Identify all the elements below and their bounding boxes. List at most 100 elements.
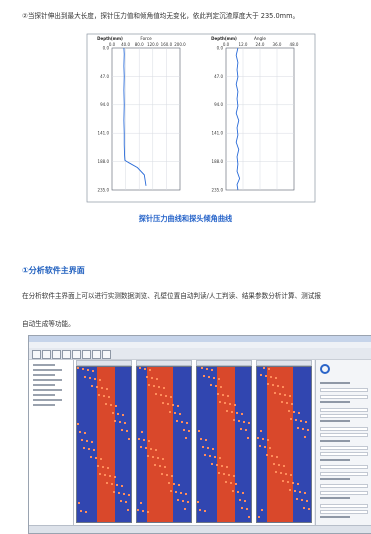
track-speckle — [212, 448, 214, 450]
track-speckle — [272, 384, 274, 386]
track-speckle — [204, 510, 206, 512]
track-speckle — [148, 440, 150, 442]
panel-label — [320, 516, 350, 519]
track-speckle — [241, 507, 243, 509]
track-speckle — [106, 388, 108, 390]
panel-field[interactable] — [320, 388, 368, 393]
track-speckle — [230, 482, 232, 484]
panel-field[interactable] — [320, 446, 368, 450]
track-speckle — [223, 473, 225, 475]
track-speckle — [106, 482, 108, 484]
track-speckle — [87, 369, 89, 371]
file-list-item[interactable] — [33, 394, 55, 396]
track-speckle — [209, 455, 211, 457]
track-speckle — [262, 438, 264, 440]
track-speckle — [260, 430, 262, 432]
track-speckle — [293, 411, 295, 413]
track-speckle — [98, 394, 100, 396]
toolbar-save-icon[interactable] — [42, 350, 51, 359]
track-speckle — [185, 493, 187, 495]
measurement-track[interactable] — [136, 360, 192, 523]
panel-field[interactable] — [320, 426, 368, 431]
toolbar-settings-icon[interactable] — [72, 350, 81, 359]
track-speckle — [275, 471, 277, 473]
track-speckle — [236, 412, 238, 414]
track-speckle — [168, 482, 170, 484]
figure-caption: 探针压力曲线和探头倾角曲线 — [138, 214, 233, 223]
track-speckle — [159, 465, 161, 467]
toolbar-report-icon[interactable] — [92, 350, 101, 359]
track-speckle — [207, 447, 209, 449]
panel-label — [320, 458, 350, 461]
body-paragraph-1: 在分析软件主界面上可以进行实测数据浏览、孔壁位置自动判读/人工判读、结果参数分析… — [22, 292, 321, 300]
panel-field[interactable] — [320, 490, 368, 495]
toolbar-zoom-icon[interactable] — [62, 350, 71, 359]
track-speckle — [234, 404, 236, 406]
file-list-item[interactable] — [33, 389, 62, 391]
track-speckle — [173, 483, 175, 485]
track-speckle — [94, 378, 96, 380]
panel-field[interactable] — [320, 414, 368, 418]
toolbar-analyze-icon[interactable] — [82, 350, 91, 359]
panel-field[interactable] — [320, 394, 368, 399]
body-paragraph-2: 自动生成等功能。 — [22, 320, 75, 328]
track-speckle — [82, 368, 84, 370]
panel-field[interactable] — [320, 503, 368, 508]
series-line — [235, 47, 241, 191]
x-tick-label: 200.0 — [174, 42, 186, 47]
track-speckle — [247, 437, 249, 439]
file-list-item[interactable] — [33, 404, 55, 406]
panel-field[interactable] — [320, 407, 368, 412]
toolbar-help-icon[interactable] — [102, 350, 111, 359]
track-speckle — [118, 492, 120, 494]
track-speckle — [269, 447, 271, 449]
track-speckle — [109, 475, 111, 477]
x-tick-label: 0.0 — [109, 42, 116, 47]
measurement-track[interactable] — [76, 360, 132, 523]
track-speckle — [99, 473, 101, 475]
track-speckle — [278, 464, 280, 466]
file-list-item[interactable] — [33, 379, 62, 381]
track-speckle — [203, 375, 205, 377]
track-speckle — [237, 491, 239, 493]
toolbar-open-icon[interactable] — [32, 350, 41, 359]
y-tick-label: 188.0 — [212, 159, 224, 164]
track-speckle — [296, 498, 298, 500]
panel-field[interactable] — [320, 465, 368, 470]
track-speckle — [232, 490, 234, 492]
track-speckle — [307, 429, 309, 431]
track-speckle — [85, 511, 87, 513]
measurement-track[interactable] — [256, 360, 312, 523]
track-speckle — [157, 457, 159, 459]
track-image — [256, 366, 312, 523]
track-speckle — [116, 484, 118, 486]
track-speckle — [141, 431, 143, 433]
toolbar-print-icon[interactable] — [52, 350, 61, 359]
track-speckle — [213, 377, 215, 379]
file-list-item[interactable] — [33, 384, 55, 386]
file-list-item[interactable] — [33, 364, 55, 366]
measurement-track[interactable] — [196, 360, 252, 523]
track-speckle — [218, 378, 220, 380]
track-speckle — [304, 492, 306, 494]
panel-field[interactable] — [320, 471, 368, 476]
track-speckle — [147, 511, 149, 513]
file-list-item[interactable] — [33, 374, 55, 376]
panel-field[interactable] — [320, 510, 368, 514]
track-speckle — [242, 492, 244, 494]
file-list-item[interactable] — [33, 399, 62, 401]
y-tick-label: 235.0 — [212, 187, 224, 192]
file-list-item[interactable] — [33, 369, 62, 371]
track-speckle — [274, 392, 276, 394]
panel-field[interactable] — [320, 484, 368, 489]
track-speckle — [284, 394, 286, 396]
track-header — [256, 360, 312, 366]
track-speckle — [145, 447, 147, 449]
panel-field[interactable] — [320, 452, 368, 457]
track-image — [196, 366, 252, 523]
track-speckle — [285, 473, 287, 475]
x-tick-label: 80.0 — [135, 42, 144, 47]
track-speckle — [308, 508, 310, 510]
panel-field[interactable] — [320, 433, 368, 438]
track-speckle — [88, 448, 90, 450]
